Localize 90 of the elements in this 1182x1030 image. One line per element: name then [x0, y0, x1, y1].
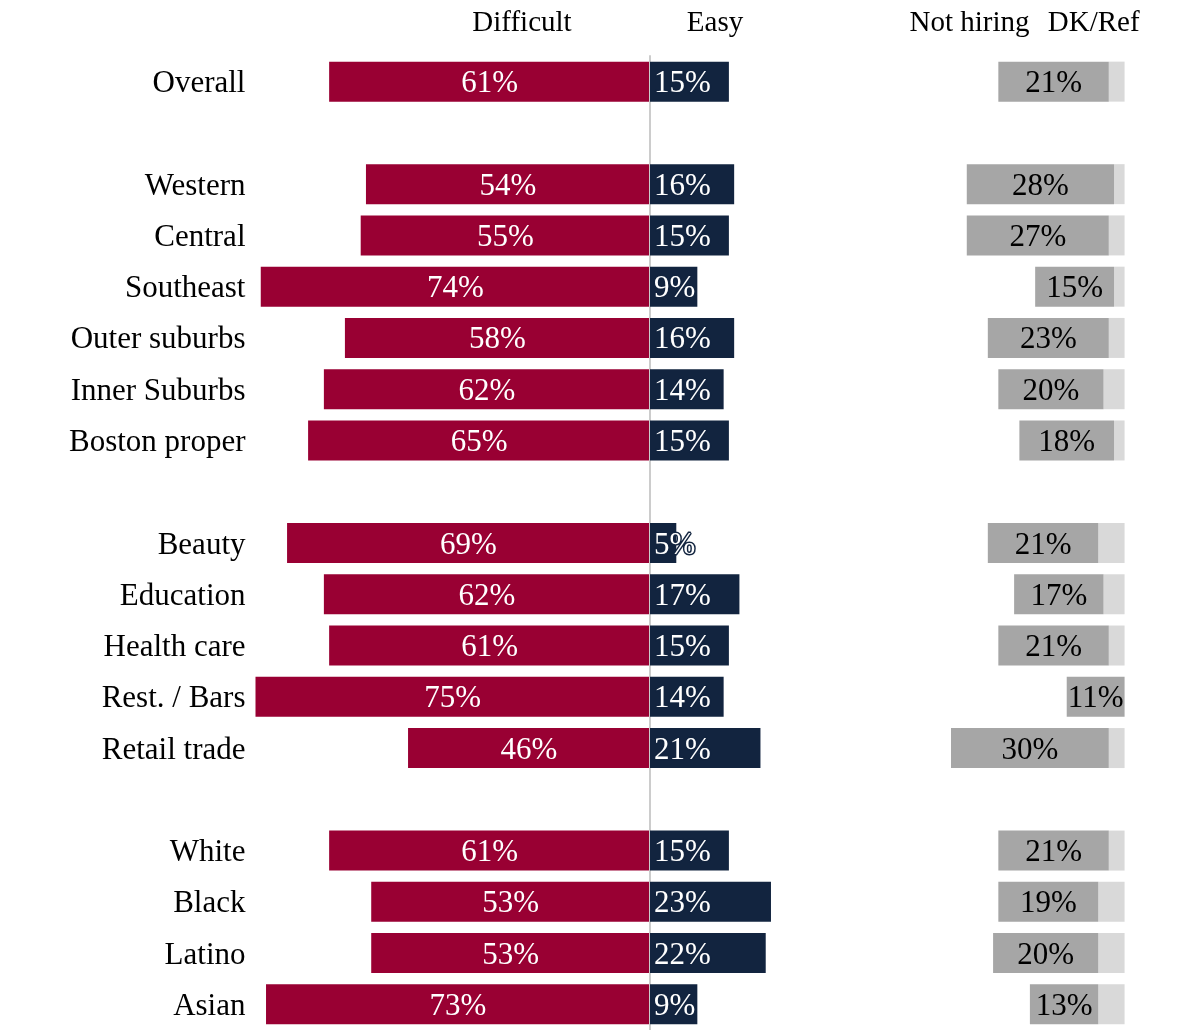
data-label: 15%: [654, 422, 711, 458]
y-tick-label: Western: [144, 166, 246, 202]
bar: [998, 61, 1110, 102]
data-label: 61%: [461, 833, 518, 869]
data-label: 18%: [1038, 422, 1096, 458]
bar: [967, 164, 1115, 205]
bar: [1098, 984, 1125, 1025]
bar: [1109, 830, 1125, 871]
y-tick-label: Asian: [173, 986, 246, 1022]
data-label: 15%: [1046, 269, 1104, 305]
data-label: 21%: [1025, 628, 1083, 664]
bar: [951, 728, 1110, 769]
y-tick-label: Education: [119, 576, 246, 612]
data-label: 16%: [654, 320, 711, 356]
data-label: 20%: [1017, 935, 1075, 971]
bar: [1109, 728, 1125, 769]
y-tick-label: Inner Suburbs: [70, 371, 246, 407]
data-label: 15%: [654, 217, 711, 253]
data-label: 21%: [1015, 525, 1072, 561]
bar: [1109, 61, 1125, 102]
data-label: 74%: [426, 269, 484, 305]
data-label: 19%: [1020, 884, 1078, 920]
series-label: DK/Ref: [1048, 4, 1141, 37]
y-tick-label: White: [169, 833, 246, 869]
data-label: 62%: [458, 576, 516, 612]
data-label: 22%: [654, 935, 711, 971]
y-tick-label: Black: [173, 884, 246, 920]
bar: [1103, 574, 1125, 615]
data-label: 27%: [1009, 217, 1067, 253]
y-tick-label: Southeast: [124, 269, 246, 305]
data-label: 21%: [654, 730, 711, 766]
data-label: 16%: [654, 166, 711, 202]
data-label: 53%: [482, 884, 540, 920]
y-tick-label: Latino: [164, 935, 246, 971]
data-label: 15%: [654, 64, 711, 100]
bar: [1109, 215, 1125, 256]
data-label: 14%: [654, 371, 711, 407]
data-label: 14%: [654, 679, 711, 715]
data-label: 69%: [440, 525, 497, 561]
y-tick-label: Boston proper: [68, 422, 247, 458]
data-label: 17%: [1030, 576, 1088, 612]
data-label: 17%: [654, 576, 711, 612]
bar: [1109, 317, 1125, 358]
data-label: 55%: [476, 217, 534, 253]
bar: [998, 830, 1110, 871]
bar: [1098, 881, 1125, 922]
data-label: 61%: [461, 628, 518, 664]
series-label: Not hiring: [909, 4, 1030, 37]
bar: [967, 215, 1110, 256]
bar: [1098, 933, 1125, 974]
data-label: 58%: [469, 320, 526, 356]
data-label: 13%: [1036, 986, 1093, 1022]
data-label: 30%: [1001, 730, 1059, 766]
data-label: 15%: [654, 628, 711, 664]
series-label: Easy: [686, 4, 744, 37]
data-label: 54%: [479, 166, 537, 202]
data-label: 23%: [654, 884, 711, 920]
bar: [1114, 164, 1125, 205]
bar: [988, 523, 1099, 563]
data-label: 62%: [458, 371, 516, 407]
data-label: 11%: [1068, 679, 1124, 715]
y-tick-label: Outer suburbs: [70, 320, 246, 356]
bar: [1114, 420, 1125, 461]
bar: [988, 317, 1110, 358]
data-label: 61%: [461, 64, 518, 100]
bar: [1103, 369, 1125, 410]
data-label: 9%: [654, 269, 696, 305]
data-label: 21%: [1025, 64, 1083, 100]
series-label: Difficult: [472, 4, 572, 37]
data-label: 65%: [450, 422, 508, 458]
data-label: 28%: [1012, 166, 1070, 202]
data-label: 73%: [429, 986, 487, 1022]
y-tick-label: Health care: [103, 628, 246, 664]
y-tick-label: Central: [154, 217, 246, 253]
data-label: 75%: [424, 679, 482, 715]
data-label: 20%: [1022, 371, 1080, 407]
y-tick-label: Retail trade: [101, 730, 246, 766]
bar: [1098, 523, 1125, 563]
bar: [1109, 625, 1125, 666]
bar: [1114, 266, 1125, 307]
data-label: 15%: [654, 833, 711, 869]
data-label: 46%: [500, 730, 558, 766]
data-label: 23%: [1020, 320, 1078, 356]
y-tick-label: Beauty: [157, 525, 246, 561]
data-label: 53%: [482, 935, 540, 971]
data-label: 21%: [1025, 833, 1083, 869]
y-tick-label: Rest. / Bars: [101, 679, 246, 715]
y-tick-label: Overall: [152, 64, 246, 100]
data-label: 9%: [654, 986, 696, 1022]
bar: [998, 625, 1110, 666]
